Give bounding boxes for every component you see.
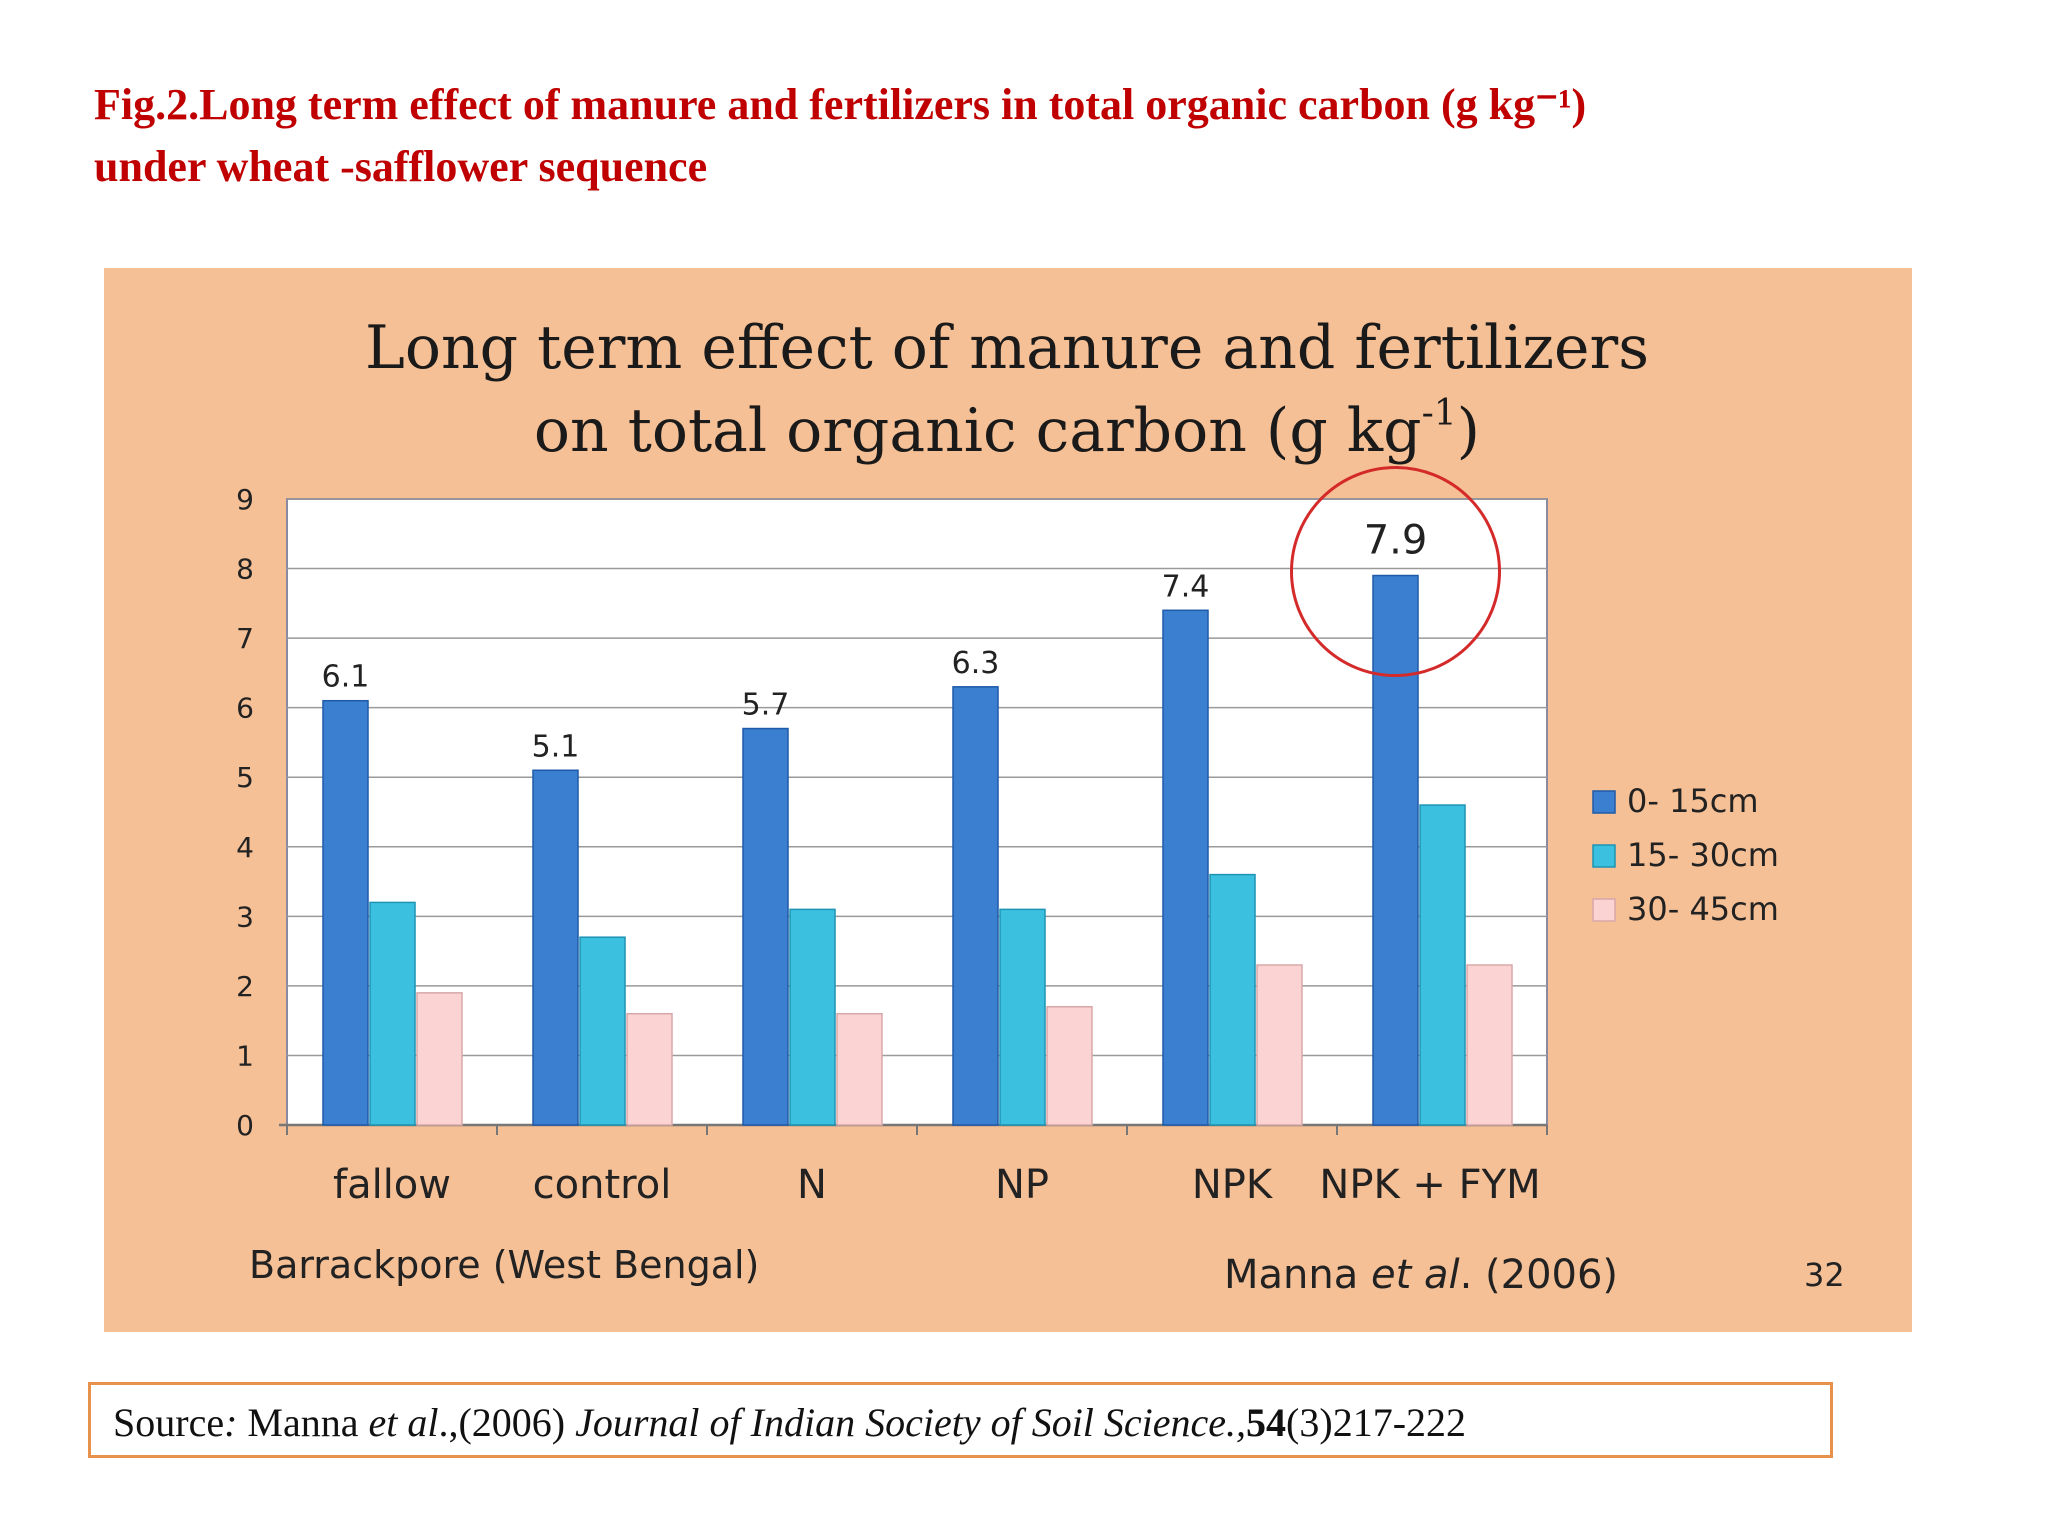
location-label: Barrackpore (West Bengal) xyxy=(249,1243,759,1287)
figure-caption: Fig.2.Long term effect of manure and fer… xyxy=(94,74,1994,198)
citation-etal: et al xyxy=(1371,1252,1460,1298)
chart-svg: Long term effect of manure and fertilize… xyxy=(236,313,1845,1298)
y-tick-label: 3 xyxy=(236,900,254,933)
x-category-label: control xyxy=(533,1162,672,1208)
caption-line-1: Fig.2.Long term effect of manure and fer… xyxy=(94,80,1587,129)
bar-0-15 xyxy=(1162,609,1209,1126)
bar-0-15 xyxy=(1372,574,1419,1126)
x-category-label: fallow xyxy=(333,1162,451,1208)
legend-swatch xyxy=(1592,844,1616,868)
citation-label: Manna et al. (2006) xyxy=(1224,1252,1618,1298)
legend-swatch xyxy=(1592,898,1616,922)
bar-0-15 xyxy=(532,769,579,1126)
legend-label: 15- 30cm xyxy=(1627,836,1779,874)
chart-slide: Long term effect of manure and fertilize… xyxy=(104,268,1912,1332)
y-tick-label: 2 xyxy=(236,970,254,1003)
source-pages: (3)217-222 xyxy=(1286,1400,1467,1445)
bar-30-45 xyxy=(1256,964,1303,1126)
source-author: Manna xyxy=(247,1400,369,1445)
y-tick-label: 6 xyxy=(236,692,254,725)
bar-30-45 xyxy=(836,1012,883,1126)
data-label: 6.1 xyxy=(322,660,370,695)
legend-swatch xyxy=(1592,790,1616,814)
source-year: .,(2006) xyxy=(438,1400,576,1445)
bar-30-45 xyxy=(1466,964,1513,1126)
y-tick-label: 4 xyxy=(236,831,254,864)
source-colon: : xyxy=(224,1400,248,1445)
x-category-label: N xyxy=(797,1162,827,1208)
caption-line-2: under wheat -safflower sequence xyxy=(94,142,708,191)
y-tick-label: 8 xyxy=(236,553,254,586)
chart-title-line-2-main: on total organic carbon (g kg xyxy=(534,396,1422,466)
x-category-label: NPK xyxy=(1192,1162,1274,1208)
bar-15-30 xyxy=(1419,804,1466,1126)
data-label: 5.7 xyxy=(742,688,790,723)
plot-area: 0 1 2 3 4 5 6 7 8 9 6.1 fallow 5.1 control 5.7 N 6.3 NP 7.… xyxy=(236,466,1779,1208)
y-tick-label: 9 xyxy=(236,483,254,516)
bar-30-45 xyxy=(416,992,463,1126)
bar-15-30 xyxy=(789,908,836,1126)
highlight-circle xyxy=(1290,466,1501,678)
legend-label: 0- 15cm xyxy=(1627,782,1759,820)
legend-label: 30- 45cm xyxy=(1627,890,1779,928)
bar-15-30 xyxy=(1209,873,1256,1126)
bar-30-45 xyxy=(1046,1006,1093,1126)
y-tick-label: 0 xyxy=(236,1109,254,1142)
data-label: 7.9 xyxy=(1364,518,1428,564)
chart-title-line-2-end: ) xyxy=(1457,396,1480,466)
source-box: Source: Manna et al.,(2006) Journal of I… xyxy=(88,1382,1833,1458)
data-label: 7.4 xyxy=(1162,569,1210,604)
bar-15-30 xyxy=(369,901,416,1126)
chart-title-line-2-sup: -1 xyxy=(1422,393,1457,434)
bar-0-15 xyxy=(952,686,999,1126)
y-tick-label: 5 xyxy=(236,761,254,794)
bar-15-30 xyxy=(579,936,626,1126)
bar-0-15 xyxy=(742,727,789,1126)
y-tick-label: 7 xyxy=(236,622,254,655)
slide-number: 32 xyxy=(1804,1256,1845,1294)
data-label: 5.1 xyxy=(532,729,580,764)
x-category-label: NP xyxy=(995,1162,1049,1208)
y-tick-label: 1 xyxy=(236,1039,254,1072)
chart-title-line-1: Long term effect of manure and fertilize… xyxy=(365,313,1649,383)
bar-15-30 xyxy=(999,908,1046,1126)
data-label: 6.3 xyxy=(952,646,1000,681)
source-etal: et al xyxy=(368,1400,439,1445)
chart-title-line-2: on total organic carbon (g kg-1) xyxy=(534,393,1480,466)
x-category-label: NPK + FYM xyxy=(1319,1162,1540,1208)
bar-0-15 xyxy=(322,699,369,1126)
bar-30-45 xyxy=(626,1012,673,1126)
plot-background xyxy=(286,498,1548,1126)
citation-author: Manna xyxy=(1224,1252,1371,1298)
source-volume: 54 xyxy=(1246,1400,1287,1445)
source-prefix: Source xyxy=(113,1400,225,1445)
source-journal: Journal of Indian Society of Soil Scienc… xyxy=(575,1400,1247,1445)
citation-rest: . (2006) xyxy=(1460,1252,1618,1298)
